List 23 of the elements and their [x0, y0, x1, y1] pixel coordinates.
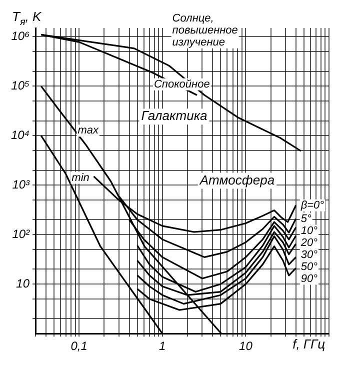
- series-label: Солнце, повышенное излучение: [172, 12, 238, 48]
- series-label: min: [72, 172, 90, 184]
- x-tick-label: 0,1: [70, 339, 88, 354]
- y-tick-label: 10²: [12, 226, 31, 241]
- series-label: Спокойное: [154, 78, 210, 90]
- series-label: max: [78, 124, 99, 137]
- y-tick-label: 10: [16, 276, 30, 290]
- series-label: 90°: [300, 272, 318, 285]
- annotation: Атмосфера: [198, 172, 275, 188]
- annotation: Галактика: [141, 108, 208, 124]
- series-label: 20°: [300, 236, 318, 249]
- x-axis-title: f, ГГц: [292, 336, 326, 352]
- series-label: 30°: [300, 248, 318, 261]
- series-label: 50°: [300, 260, 318, 273]
- x-tick-label: 1: [159, 339, 166, 354]
- y-tick-label: 10⁶: [11, 29, 30, 44]
- series-label: 10°: [300, 224, 318, 237]
- series-label: 5°: [300, 212, 312, 225]
- y-tick-label: 10⁵: [11, 78, 30, 93]
- y-tick-label: 10³: [12, 178, 31, 192]
- series-label: β=0°: [300, 199, 325, 212]
- y-tick-label: 10⁴: [11, 128, 30, 142]
- x-tick-label: 10: [239, 339, 253, 354]
